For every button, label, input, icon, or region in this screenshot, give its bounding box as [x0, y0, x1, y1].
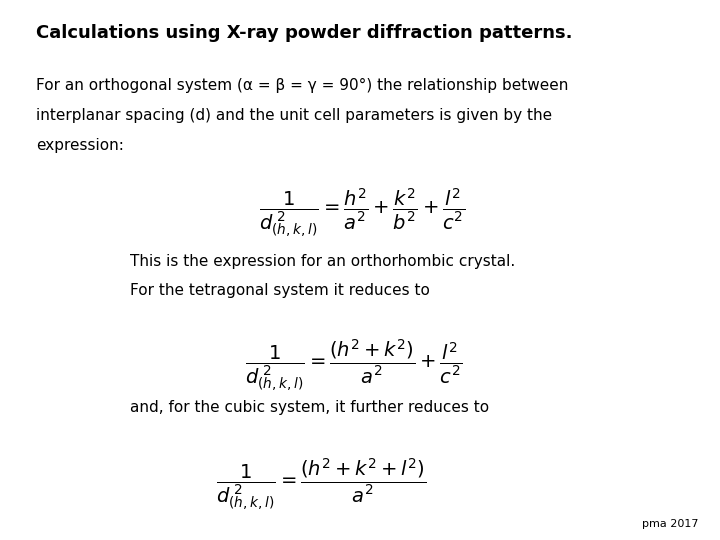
Text: $\dfrac{1}{d_{(h,k,l)}^{\;2}} = \dfrac{h^2}{a^2} + \dfrac{k^2}{b^2} + \dfrac{l^2: $\dfrac{1}{d_{(h,k,l)}^{\;2}} = \dfrac{h… — [259, 186, 465, 239]
Text: This is the expression for an orthorhombic crystal.: This is the expression for an orthorhomb… — [130, 254, 515, 269]
Text: pma 2017: pma 2017 — [642, 519, 698, 529]
Text: $\dfrac{1}{d_{(h,k,l)}^{\;2}} = \dfrac{(h^2 + k^2)}{a^2} + \dfrac{l^2}{c^2}$: $\dfrac{1}{d_{(h,k,l)}^{\;2}} = \dfrac{(… — [245, 338, 462, 393]
Text: Calculations using X-ray powder diffraction patterns.: Calculations using X-ray powder diffract… — [36, 24, 572, 42]
Text: $\dfrac{1}{d_{(h,k,l)}^{\;2}} = \dfrac{(h^2 + k^2 + l^2)}{a^2}$: $\dfrac{1}{d_{(h,k,l)}^{\;2}} = \dfrac{(… — [216, 456, 426, 512]
Text: For the tetragonal system it reduces to: For the tetragonal system it reduces to — [130, 284, 429, 299]
Text: For an orthogonal system (α = β = γ = 90°) the relationship between: For an orthogonal system (α = β = γ = 90… — [36, 78, 568, 93]
Text: and, for the cubic system, it further reduces to: and, for the cubic system, it further re… — [130, 400, 489, 415]
Text: expression:: expression: — [36, 138, 124, 153]
Text: interplanar spacing (d) and the unit cell parameters is given by the: interplanar spacing (d) and the unit cel… — [36, 108, 552, 123]
